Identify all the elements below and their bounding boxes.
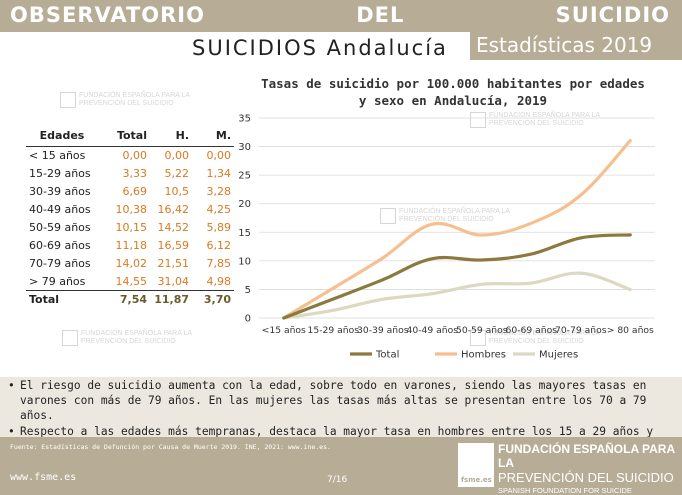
table-cell: 0,00 [206, 149, 232, 163]
y-tick-label: 15 [238, 228, 251, 239]
observatory-title: OBSERVATORIO DEL SUICIDIO [0, 3, 682, 27]
table-cell: 10,38 [115, 203, 148, 216]
x-tick-label: 15-29 años [308, 325, 360, 336]
x-tick-label: 40-49 años [407, 325, 459, 336]
band-word-3: SUICIDIO [555, 3, 670, 27]
table-cell: 0,00 [122, 149, 148, 163]
page-number: 7/16 [327, 475, 348, 485]
table-row: 40-49 años 10,38 16,42 4,25 [26, 201, 234, 219]
header-mujeres: M. [215, 129, 231, 142]
header-edades: Edades [39, 129, 85, 142]
table-cell: 14,55 [115, 274, 148, 288]
note-item: • El riesgo de suicidio aumenta con la ed… [8, 379, 647, 422]
table-row: 15-29 años 3,33 5,22 1,34 [26, 165, 234, 183]
watermark: FUNDACIÓN ESPAÑOLA PARA LA PREVENCIÓN DEL… [62, 330, 192, 346]
org-name: FUNDACIÓN ESPAÑOLA PARA LA PREVENCIÓN DE… [498, 442, 675, 495]
series-line-total [282, 233, 632, 320]
table-cell: 30-39 años [29, 185, 91, 198]
header-band [0, 0, 682, 32]
notes-panel [0, 377, 682, 437]
series-line-hombres [282, 139, 632, 320]
table-cell: 16,59 [157, 239, 190, 252]
table-cell: 10,5 [164, 185, 190, 198]
table-cell: 3,28 [206, 185, 232, 198]
chart-title: Tasas de suicidio por 100.000 habitantes… [261, 76, 645, 108]
x-tick-label: 50-59 años [456, 325, 508, 336]
website-link[interactable]: www.fsme.es [10, 472, 77, 483]
table-cell: 60-69 años [29, 239, 91, 252]
table-row: 60-69 años 11,18 16,59 6,12 [26, 237, 234, 255]
footer [0, 437, 682, 495]
table-cell: 70-79 años [29, 257, 91, 270]
y-tick-label: 35 [238, 114, 251, 125]
table-total-cell: 3,70 [203, 293, 231, 307]
table-cell: 11,18 [115, 239, 148, 252]
table-cell: 6,69 [122, 185, 148, 198]
table-row: 30-39 años 6,69 10,5 3,28 [26, 183, 234, 201]
table-total-row: Total 7,54 11,87 3,70 [26, 290, 234, 309]
table-cell: 10,15 [115, 221, 148, 234]
table-cell: 16,42 [157, 203, 190, 216]
page-subtitle: SUICIDIOS Andalucía [192, 36, 448, 60]
table-cell: 31,04 [157, 274, 190, 288]
legend-label: Mujeres [539, 350, 578, 361]
y-tick-label: 10 [238, 256, 251, 267]
y-tick-label: 5 [245, 285, 251, 296]
table-cell: 3,33 [122, 167, 148, 180]
watermark: FUNDACIÓN ESPAÑOLA PARA LA PREVENCIÓN DEL… [380, 208, 510, 224]
x-tick-label: 60-69 años [506, 325, 558, 336]
watermark: FUNDACIÓN ESPAÑOLA PARA LA PREVENCIÓN DEL… [470, 330, 600, 346]
table-cell: 1,34 [206, 167, 232, 180]
table-row: 70-79 años 14,02 21,51 7,85 [26, 255, 234, 273]
x-tick-label: 30-39 años [357, 325, 409, 336]
table-cell: 21,51 [157, 257, 190, 270]
table-cell: > 79 años [29, 274, 86, 288]
table-cell: 4,25 [206, 203, 232, 216]
table-total-cell: Total [29, 293, 60, 307]
table-row: > 79 años 14,55 31,04 4,98 [26, 273, 234, 291]
band-word-2: DEL [356, 3, 405, 27]
series-line-mujeres [282, 271, 632, 320]
table-cell: 14,02 [115, 257, 148, 270]
legend-label: Total [375, 350, 399, 361]
table-row: 50-59 años 10,15 14,52 5,89 [26, 219, 234, 237]
table-header-row: Edades Total H. M. [26, 128, 234, 147]
table-cell: 0,00 [164, 149, 190, 163]
header-total: Total [116, 129, 147, 142]
legend-label: Hombres [461, 350, 506, 361]
table-cell: 14,52 [157, 221, 190, 234]
table-row: < 15 años 0,00 0,00 0,00 [26, 147, 234, 165]
table-cell: 50-59 años [29, 221, 91, 234]
y-tick-label: 25 [238, 171, 251, 182]
x-tick-label: 70-79 años [555, 325, 607, 336]
table-cell: 5,89 [206, 221, 232, 234]
rates-table: Edades Total H. M. < 15 años 0,00 0,00 0,00… [26, 128, 234, 309]
table-cell: < 15 años [29, 149, 86, 163]
x-tick-label: > 80 años [607, 325, 654, 336]
table-total-cell: 11,87 [154, 293, 189, 307]
source-text: Fuente: Estadísticas de Defunción por Ca… [10, 443, 331, 451]
table-cell: 7,85 [206, 257, 232, 270]
band-word-1: OBSERVATORIO [10, 3, 205, 27]
header-hombres: H. [175, 129, 189, 142]
fsme-logo: fsme.es [458, 443, 494, 487]
table-cell: 15-29 años [29, 167, 91, 180]
y-tick-label: 20 [238, 199, 251, 210]
stats-label: Estadísticas 2019 [470, 30, 682, 60]
table-cell: 6,12 [206, 239, 232, 252]
y-tick-label: 30 [238, 142, 251, 153]
x-tick-label: <15 años [262, 325, 306, 336]
y-tick-label: 0 [245, 314, 251, 325]
table-total-cell: 7,54 [119, 293, 147, 307]
table-cell: 40-49 años [29, 203, 91, 216]
table-cell: 5,22 [164, 167, 190, 180]
notes-list: • El riesgo de suicidio aumenta con la ed… [8, 378, 678, 455]
watermark: FUNDACIÓN ESPAÑOLA PARA LA PREVENCIÓN DEL… [470, 112, 600, 128]
table-cell: 4,98 [206, 274, 232, 288]
watermark: FUNDACIÓN ESPAÑOLA PARA LA PREVENCIÓN DEL… [60, 92, 190, 108]
